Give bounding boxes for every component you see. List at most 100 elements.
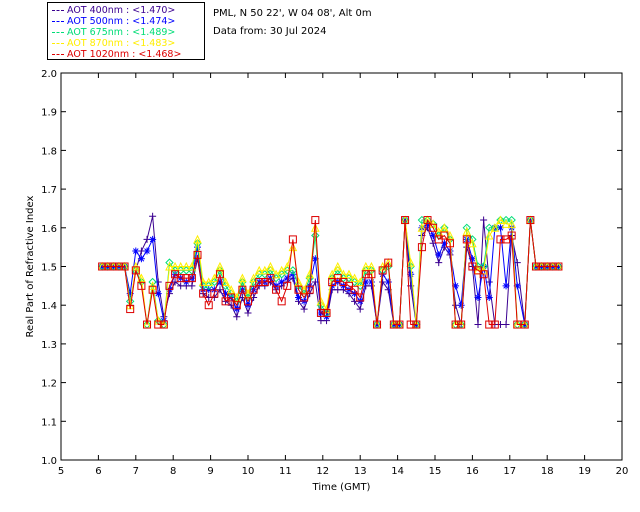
data-point bbox=[199, 289, 208, 298]
data-point bbox=[474, 321, 482, 329]
y-tick-label: 1.2 bbox=[41, 379, 57, 390]
x-tick-label: 12 bbox=[316, 466, 329, 477]
data-point bbox=[480, 216, 488, 224]
data-point bbox=[378, 266, 387, 275]
data-point bbox=[233, 313, 241, 321]
data-point bbox=[316, 308, 325, 317]
x-tick-label: 19 bbox=[578, 466, 591, 477]
data-point bbox=[462, 235, 471, 244]
data-point bbox=[440, 239, 448, 247]
data-point bbox=[288, 235, 297, 244]
y-tick-label: 1.3 bbox=[41, 340, 57, 351]
data-point bbox=[266, 261, 275, 271]
data-point bbox=[485, 320, 494, 329]
legend-swatch-1020 bbox=[52, 54, 64, 55]
legend-entry-400: AOT 400nm : <1.470> bbox=[52, 5, 175, 16]
y-tick-label: 2.0 bbox=[41, 69, 57, 80]
series-line-4 bbox=[102, 218, 559, 326]
data-point bbox=[137, 273, 146, 283]
legend-entry-1020: AOT 1020nm : <1.468> bbox=[52, 49, 181, 60]
x-tick-label: 10 bbox=[242, 466, 255, 477]
y-axis-label: Real Part of Refractive Index bbox=[25, 195, 36, 337]
data-point bbox=[446, 247, 454, 255]
x-tick-label: 5 bbox=[58, 466, 64, 477]
x-tick-label: 8 bbox=[170, 466, 176, 477]
legend-swatch-400 bbox=[52, 10, 64, 11]
data-point bbox=[490, 223, 500, 232]
data-point bbox=[137, 255, 145, 263]
y-tick-label: 1.9 bbox=[41, 108, 57, 119]
data-point bbox=[531, 262, 540, 271]
data-point bbox=[277, 270, 286, 279]
data-point bbox=[182, 274, 191, 283]
data-point bbox=[193, 234, 202, 244]
data-point bbox=[277, 297, 286, 306]
y-tick-label: 1.0 bbox=[41, 456, 57, 467]
data-point bbox=[126, 290, 134, 298]
data-point bbox=[502, 321, 510, 329]
data-point bbox=[367, 261, 376, 271]
x-axis-label: Time (GMT) bbox=[312, 482, 371, 493]
data-point bbox=[361, 270, 370, 279]
data-point bbox=[311, 231, 320, 240]
x-tick-label: 6 bbox=[95, 466, 101, 477]
data-point bbox=[222, 290, 230, 298]
data-point bbox=[350, 273, 359, 283]
data-point bbox=[445, 239, 454, 248]
x-tick-label: 20 bbox=[616, 466, 629, 477]
data-point bbox=[554, 262, 563, 271]
data-point bbox=[244, 297, 252, 306]
data-point bbox=[254, 265, 264, 275]
data-point bbox=[132, 247, 140, 255]
data-point bbox=[181, 261, 191, 271]
data-point bbox=[143, 320, 152, 329]
x-tick-label: 16 bbox=[466, 466, 479, 477]
series-line-2 bbox=[102, 219, 559, 326]
data-point bbox=[462, 227, 472, 236]
data-point bbox=[496, 235, 505, 244]
data-point bbox=[311, 255, 319, 263]
data-point bbox=[350, 277, 359, 287]
data-point bbox=[114, 262, 123, 271]
data-point bbox=[210, 277, 219, 287]
data-point bbox=[278, 278, 286, 286]
data-point bbox=[423, 216, 432, 225]
data-point bbox=[103, 262, 112, 271]
data-point bbox=[406, 258, 415, 267]
legend-label-675: AOT 675nm : <1.489> bbox=[67, 27, 176, 38]
data-point bbox=[149, 235, 157, 243]
data-point bbox=[300, 305, 308, 313]
data-point bbox=[176, 274, 185, 283]
data-point bbox=[255, 277, 264, 286]
data-point bbox=[501, 219, 511, 228]
data-point bbox=[355, 281, 365, 291]
data-point bbox=[311, 223, 320, 232]
series-line-3 bbox=[102, 219, 559, 326]
data-point bbox=[187, 274, 196, 283]
data-point bbox=[154, 290, 162, 298]
data-point bbox=[288, 242, 298, 252]
data-point bbox=[344, 269, 354, 279]
data-point bbox=[143, 247, 151, 255]
x-tick-label: 13 bbox=[354, 466, 367, 477]
site-info: PML, N 50 22', W 04 08', Alt 0m bbox=[213, 8, 372, 19]
data-point bbox=[373, 320, 382, 329]
data-point bbox=[502, 282, 510, 290]
data-point bbox=[176, 261, 185, 271]
x-tick-label: 17 bbox=[503, 466, 516, 477]
data-point bbox=[350, 285, 359, 294]
data-point bbox=[507, 231, 516, 240]
legend-label-400: AOT 400nm : <1.470> bbox=[67, 5, 176, 16]
data-point bbox=[548, 262, 557, 271]
data-point bbox=[406, 320, 415, 329]
data-point bbox=[429, 223, 438, 232]
data-point bbox=[165, 281, 174, 290]
data-point bbox=[543, 262, 552, 271]
data-point bbox=[395, 320, 404, 329]
data-point bbox=[221, 277, 230, 286]
data-point bbox=[215, 261, 225, 271]
y-tick-label: 1.5 bbox=[41, 263, 57, 274]
y-tick-label: 1.4 bbox=[41, 301, 57, 312]
x-tick-label: 7 bbox=[133, 466, 139, 477]
